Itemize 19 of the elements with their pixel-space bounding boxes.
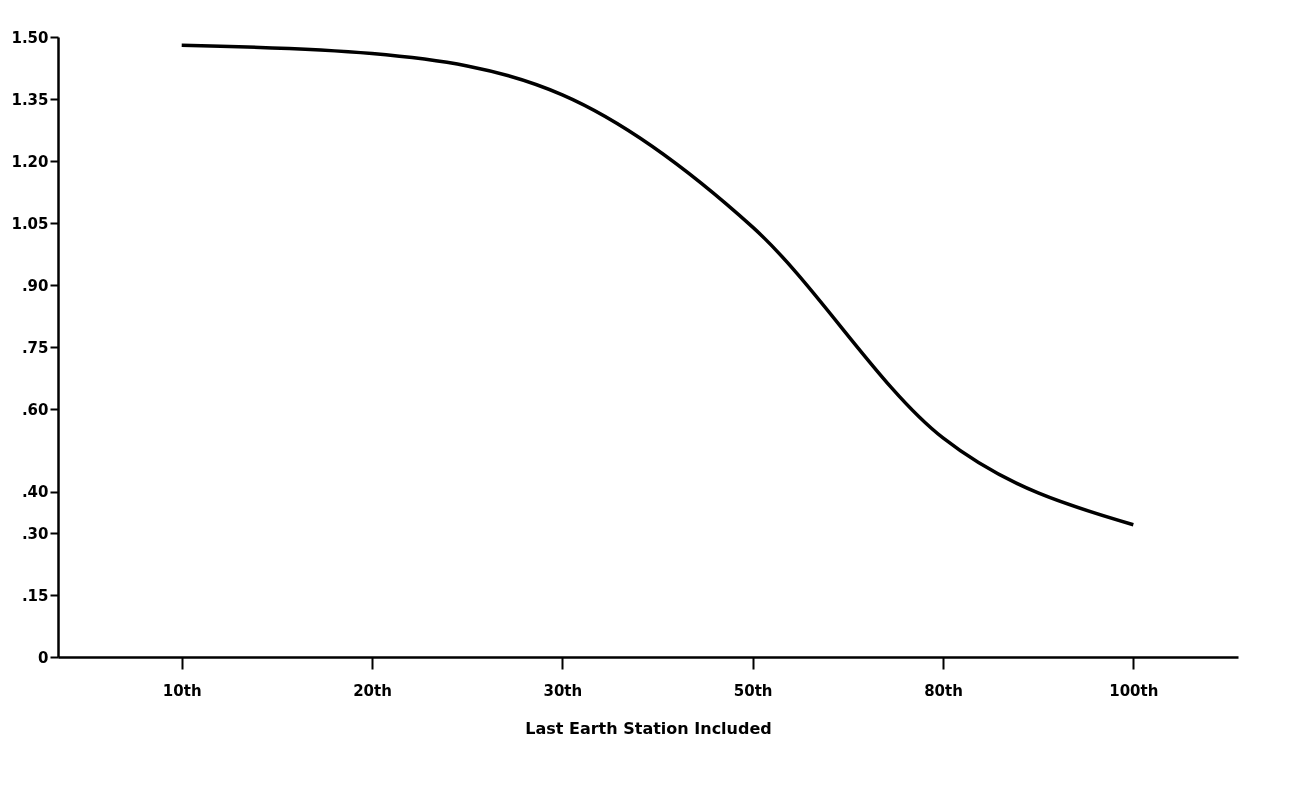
x-tick-label: 100th — [1109, 681, 1159, 700]
x-tick-label: 30th — [543, 681, 583, 700]
y-tick-label: 1.05 — [11, 214, 49, 233]
x-tick-label: 20th — [353, 681, 392, 700]
x-tick-label: 80th — [924, 681, 963, 700]
line-series — [179, 43, 1136, 527]
x-axis-title: Last Earth Station Included — [525, 718, 772, 738]
y-tick-label: .30 — [21, 524, 49, 543]
y-tick-label: 1.35 — [11, 90, 49, 109]
x-tick-label: 50th — [733, 681, 773, 700]
y-tick-label: .75 — [21, 338, 49, 357]
y-tick-label: 1.50 — [11, 28, 49, 47]
y-tick-label: .90 — [21, 276, 49, 295]
y-tick-label: .40 — [21, 483, 49, 502]
y-tick-label: .15 — [21, 586, 49, 605]
y-tick-label: 1.20 — [11, 152, 49, 171]
y-tick-label: .60 — [21, 400, 49, 419]
y-tick-label: 0 — [38, 648, 49, 667]
x-tick-label: 10th — [162, 681, 202, 700]
